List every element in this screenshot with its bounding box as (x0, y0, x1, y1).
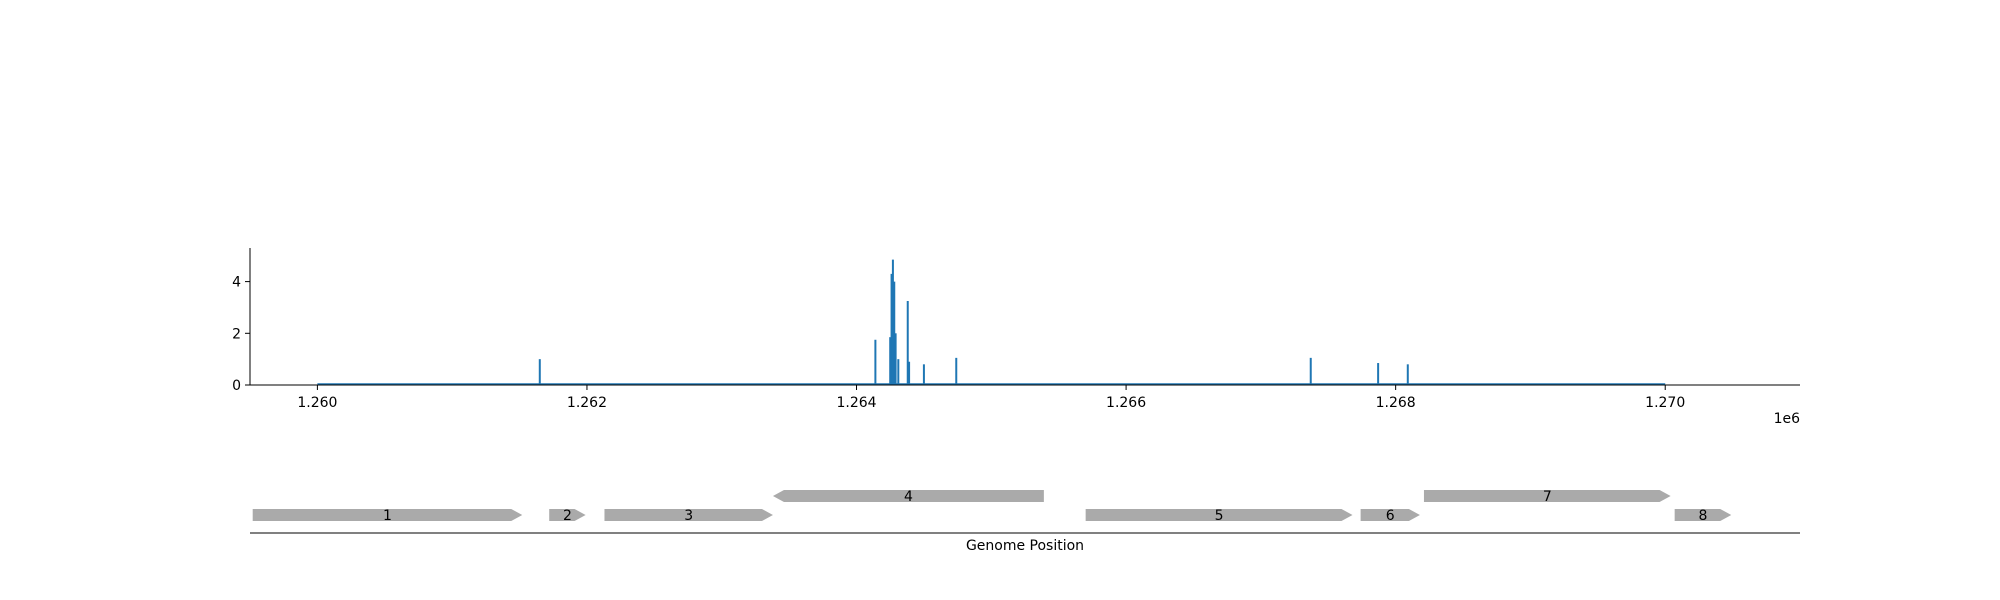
y-ticks: 0 2 4 (232, 275, 250, 394)
gene-arrow (1085, 509, 1353, 521)
gene-label: 1 (383, 508, 392, 524)
gene-label: 2 (563, 508, 572, 524)
gene-arrow (1674, 509, 1732, 521)
x-ticks: 1.260 1.262 1.264 1.266 1.268 1.270 (297, 385, 1685, 411)
gene-label: 3 (684, 508, 693, 524)
x-tick-label: 1.262 (567, 395, 607, 411)
gene-label: 4 (904, 489, 913, 505)
y-tick-label: 0 (232, 378, 241, 394)
x-offset-label: 1e6 (1774, 411, 1801, 427)
gene-label: 5 (1215, 508, 1224, 524)
gene-arrow (1423, 490, 1671, 502)
coverage-marks (538, 259, 1409, 385)
gene-label: 6 (1386, 508, 1395, 524)
gene-arrow (549, 509, 586, 521)
y-tick-label: 4 (232, 275, 241, 291)
x-axis-title: Genome Position (966, 538, 1084, 554)
x-tick-label: 1.266 (1106, 395, 1146, 411)
x-tick-label: 1.260 (297, 395, 337, 411)
x-tick-label: 1.264 (836, 395, 876, 411)
gene-arrow (604, 509, 773, 521)
gene-label: 7 (1543, 489, 1552, 505)
gene-arrow (772, 490, 1044, 502)
gene-label: 8 (1698, 508, 1707, 524)
gene-arrows: 1 2 3 4 5 6 7 8 (252, 489, 1732, 524)
gene-arrow (252, 509, 523, 521)
coverage-plot: 1.260 1.262 1.264 1.266 1.268 1.270 0 2 4 1e6 (232, 248, 1800, 427)
gene-map: 1 2 3 4 5 6 7 8 Genome Position (250, 489, 1800, 554)
x-tick-label: 1.268 (1376, 395, 1416, 411)
x-tick-label: 1.270 (1645, 395, 1685, 411)
y-tick-label: 2 (232, 326, 241, 342)
gene-arrow (1360, 509, 1420, 521)
